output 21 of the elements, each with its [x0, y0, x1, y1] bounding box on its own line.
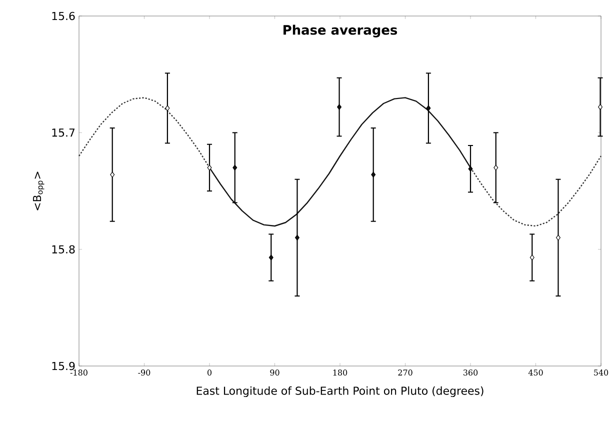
y-tick-label: 15.8 — [52, 245, 75, 254]
point — [165, 105, 170, 112]
point — [110, 172, 115, 178]
x-axis-title: East Longitude of Sub-Earth Point on Pluto (degrees) — [196, 386, 484, 397]
point — [337, 104, 342, 110]
y-tick-label: 15.6 — [52, 12, 75, 20]
point — [556, 234, 560, 241]
point — [598, 104, 603, 110]
point — [494, 164, 498, 171]
y-tick-label: 15.9 — [52, 362, 75, 370]
point — [268, 254, 274, 260]
text: Phase averages — [284, 24, 398, 38]
point — [232, 164, 238, 171]
point — [371, 172, 376, 178]
y-axis-title: <B$_{opp}$> — [33, 172, 44, 210]
point — [294, 234, 300, 241]
line-series — [208, 97, 472, 227]
y-tick-label: 15.7 — [52, 128, 75, 137]
line-series — [470, 155, 602, 227]
point — [207, 164, 212, 171]
point — [530, 254, 534, 260]
